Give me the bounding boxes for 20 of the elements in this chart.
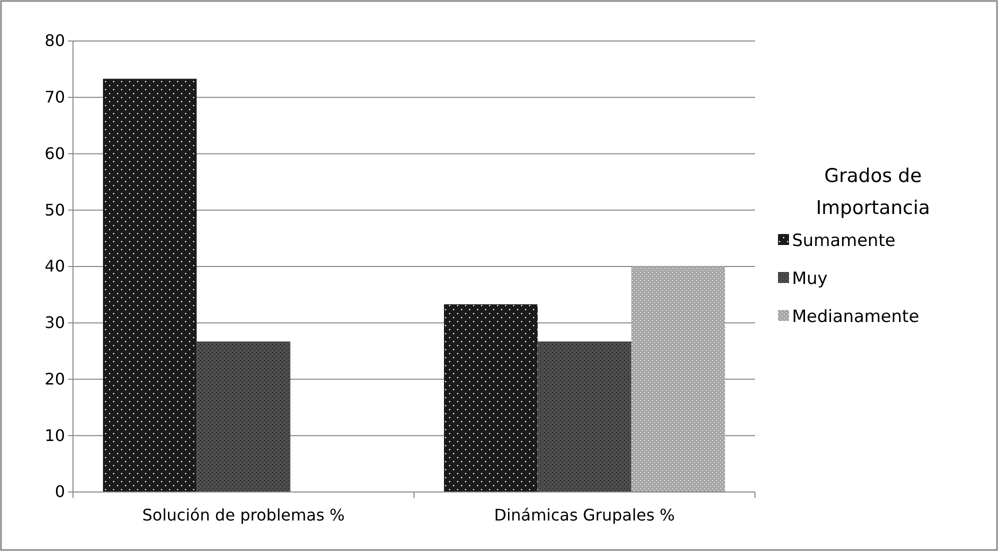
legend-label: Medianamente [792,307,920,327]
bar [631,266,726,492]
y-tick-label: 40 [44,256,65,276]
legend-label: Muy [792,269,828,289]
legend-title: Grados de Importancia [816,165,930,219]
x-tick-label: Solución de problemas % [142,506,345,525]
x-tick-label: Dinámicas Grupales % [494,506,675,525]
y-tick-label: 0 [54,482,65,502]
y-tick-label: 50 [44,200,65,220]
y-tick-label: 80 [44,31,65,50]
y-tick-label: 60 [44,144,65,163]
bar [444,304,538,492]
bar [196,341,290,492]
y-tick-label: 10 [44,426,65,445]
y-tick-label: 30 [44,312,65,332]
bar [102,78,197,492]
legend-label: Sumamente [792,231,896,251]
y-tick-label: 20 [44,369,65,388]
y-tick-label: 70 [44,87,65,106]
bar [538,341,632,492]
